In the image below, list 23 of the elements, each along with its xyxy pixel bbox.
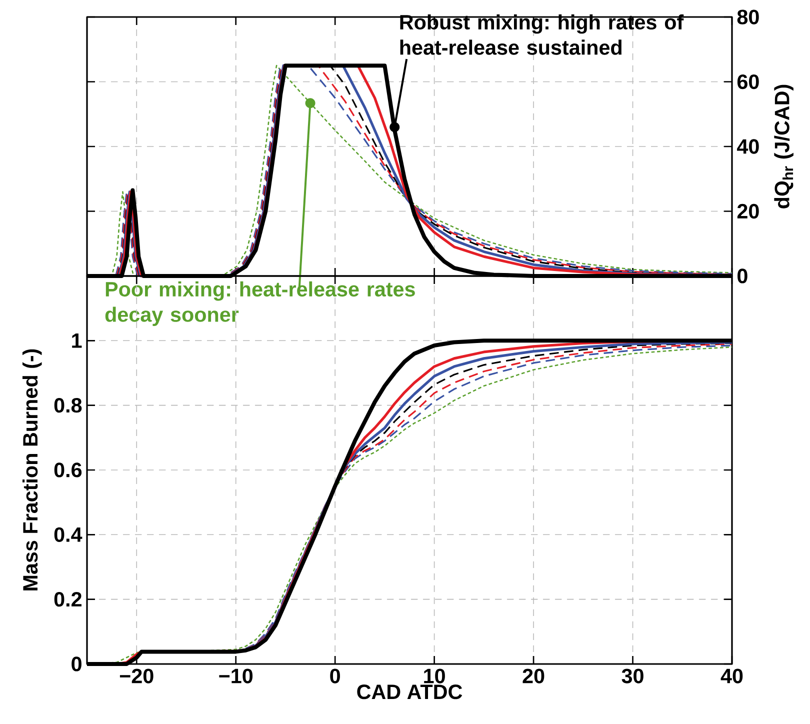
x-tick-label: 20 <box>522 668 544 684</box>
y-tick-label: 0.2 <box>54 592 82 607</box>
annotation: Robust mixing: high rates of heat-release sustained <box>400 14 684 55</box>
y-tick-label: 40 <box>737 139 759 154</box>
y-tick-label: 0 <box>738 268 748 284</box>
y-tick-label: 0.4 <box>54 527 82 542</box>
annotation: Poor mixing: heat-release rates decay sooner <box>105 281 415 326</box>
y-tick-label: 60 <box>737 74 759 90</box>
y-axis-title: Mass Fraction Burned (-) <box>22 349 42 590</box>
x-tick-label: 30 <box>622 668 644 684</box>
y-axis-title: dQ$_{hr}$ (J/CAD) <box>774 84 794 208</box>
y-tick-label: 20 <box>737 204 759 219</box>
x-tick-label: 40 <box>720 668 743 684</box>
y-tick-label: 1 <box>72 334 82 348</box>
x-axis-title: CAD ATDC <box>357 684 462 700</box>
y-tick-label: 0.8 <box>54 398 82 413</box>
y-tick-label: 0.6 <box>54 462 82 478</box>
x-tick-label: 10 <box>424 668 445 684</box>
y-tick-label: 80 <box>737 10 759 24</box>
x-tick-label: −10 <box>219 668 253 684</box>
x-tick-label: −20 <box>120 668 154 684</box>
y-tick-label: 0 <box>72 656 82 672</box>
x-tick-label: 0 <box>330 668 340 684</box>
